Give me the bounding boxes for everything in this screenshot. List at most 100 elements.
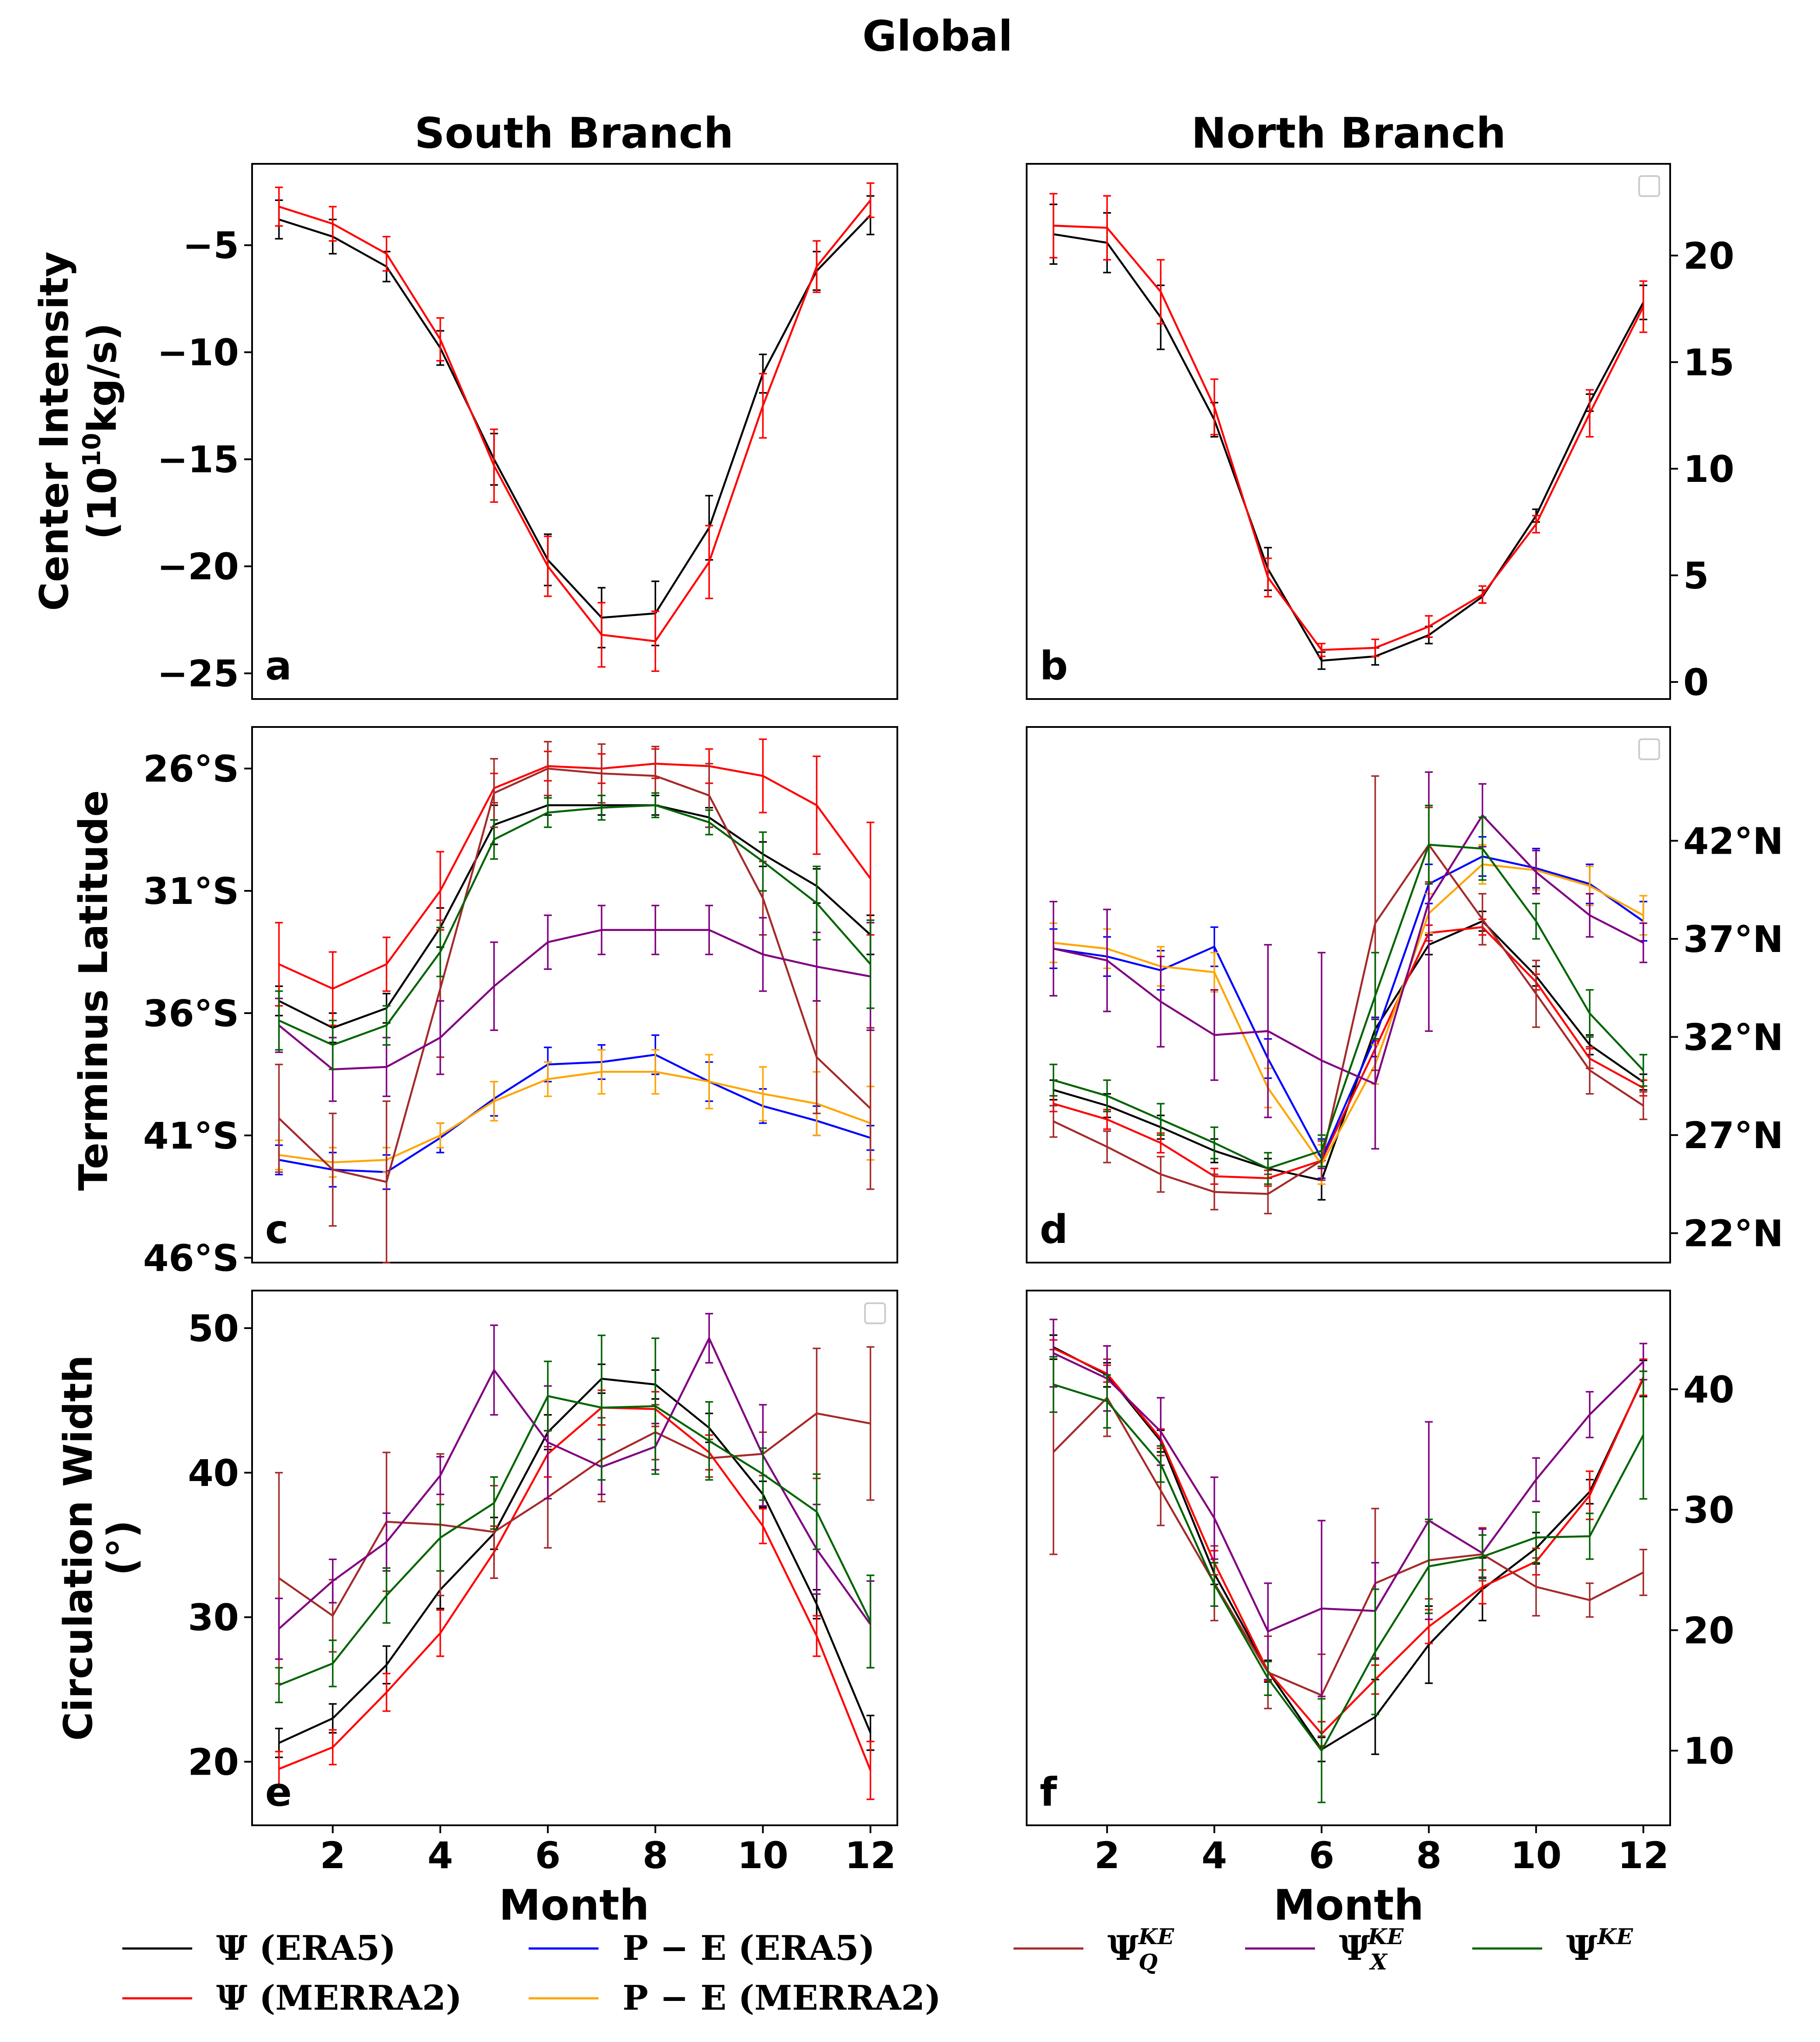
series-line-psi_era5 — [278, 215, 872, 619]
series-psi_ke — [1049, 804, 1647, 1185]
panel-letter-f: f — [1040, 1769, 1057, 1815]
series-psi_era5 — [1049, 203, 1647, 670]
series-line-psi_merra2 — [278, 762, 872, 990]
y-tick-label: 10 — [1683, 448, 1734, 491]
panel-f: 10 20 30 40 2 4 6 8 10 12 f — [1026, 1290, 1734, 1877]
series-line-psi_merra2 — [1053, 225, 1644, 651]
legend: Ψ (ERA5) Ψ (MERRA2) P − E (ERA5) P − E (MER… — [122, 1924, 1633, 2018]
series-line-psi_q — [1053, 843, 1644, 1195]
series-psi_q — [275, 741, 875, 1263]
panel-d: 22°N 27°N 32°N 37°N 42°N d — [1026, 726, 1783, 1263]
series-pe_merra2 — [275, 1049, 875, 1178]
panels: −5 −10 −15 −20 −25 a 0 5 10 15 20 b 26°S 31°S 36°S 41°S… — [143, 163, 1783, 1877]
row-label-width-units: (°) — [99, 1520, 145, 1575]
x-tick-label: 6 — [1309, 1834, 1334, 1877]
series-line-pe_era5 — [1053, 855, 1644, 1161]
legend-subscript: Q — [1138, 1949, 1158, 1975]
legend-superscript: KE — [1367, 1924, 1404, 1949]
y-tick-label: 50 — [188, 1307, 239, 1350]
legend-label: ΨKE — [1566, 1924, 1633, 1968]
series-psi_q — [1049, 1349, 1647, 1737]
series-line-psi_era5 — [1053, 1346, 1644, 1751]
row-label-width: Circulation Width — [55, 1355, 101, 1741]
series-line-psi_x — [278, 1336, 872, 1630]
y-tick-label: 36°S — [143, 992, 239, 1035]
series-psi_x — [275, 904, 875, 1102]
y-tick-label: −15 — [157, 438, 239, 481]
series-psi_q — [275, 1346, 875, 1685]
column-title-south: South Branch — [415, 109, 734, 158]
panel-letter-e: e — [265, 1769, 292, 1815]
legend-label: P − E (MERRA2) — [623, 1978, 941, 2018]
legend-superscript: KE — [1596, 1924, 1633, 1949]
panel-b: 0 5 10 15 20 b — [1026, 163, 1734, 704]
series-line-psi_q — [278, 1412, 871, 1617]
panel-a: −5 −10 −15 −20 −25 a — [157, 163, 898, 700]
legend-label: ΨXKE — [1339, 1924, 1404, 1975]
y-tick-label: 20 — [1683, 1609, 1734, 1652]
series-psi_merra2 — [275, 738, 875, 1026]
panel-e-frame — [251, 1290, 898, 1826]
x-axis-label-south: Month — [499, 1881, 649, 1930]
legend-label: Ψ (ERA5) — [216, 1928, 396, 1968]
row-label-intensity: Center Intensity — [31, 252, 77, 611]
y-tick-label: −25 — [157, 652, 239, 695]
series-line-psi_x — [1053, 1352, 1644, 1633]
series-line-psi_ke — [1053, 1383, 1644, 1753]
row-label-intensity-units-suffix: kg/s) — [80, 323, 125, 433]
series-psi_ke — [275, 1334, 875, 1703]
y-tick-label: 0 — [1683, 661, 1709, 704]
y-tick-label: 40 — [1683, 1368, 1734, 1411]
legend-item-pe_era5: P − E (ERA5) — [529, 1928, 875, 1968]
x-axis-label-north: Month — [1273, 1881, 1424, 1930]
series-line-psi_ke — [1053, 844, 1644, 1170]
series-psi_era5 — [1049, 1334, 1647, 1762]
legend-superscript: KE — [1138, 1924, 1174, 1949]
figure-title: Global — [862, 12, 1013, 61]
y-tick-label: 30 — [1683, 1489, 1734, 1532]
y-tick-label: 42°N — [1683, 820, 1783, 862]
series-psi_merra2 — [275, 182, 875, 672]
legend-item-psi_x: ΨXKE — [1245, 1924, 1404, 1975]
panel-letter-c: c — [265, 1207, 288, 1253]
series-line-psi_era5 — [278, 1377, 872, 1744]
series-line-psi_q — [278, 767, 872, 1183]
series-psi_era5 — [275, 195, 875, 649]
series-psi_merra2 — [1049, 1339, 1647, 1747]
legend-symbol: Ψ — [1566, 1928, 1597, 1968]
series-pe_era5 — [275, 1034, 875, 1190]
panel-letter-d: d — [1040, 1207, 1068, 1253]
y-tick-label: 37°N — [1683, 918, 1783, 961]
row-label-intensity-units-prefix: (10 — [80, 467, 125, 540]
x-tick-label: 4 — [428, 1834, 453, 1877]
y-tick-label: 26°S — [143, 748, 239, 790]
x-tick-label: 10 — [1511, 1834, 1562, 1877]
y-tick-label: 32°N — [1683, 1016, 1783, 1059]
y-tick-label: 15 — [1683, 341, 1734, 384]
panel-a-frame — [251, 163, 898, 700]
panel-c-frame — [251, 726, 898, 1263]
y-tick-label: 5 — [1683, 554, 1709, 597]
panel-d-frame — [1026, 726, 1671, 1263]
y-tick-label: −5 — [183, 224, 239, 267]
y-tick-label: −20 — [157, 545, 239, 588]
y-tick-label: 46°S — [143, 1237, 239, 1280]
panel-e: 20 30 40 50 2 4 6 8 10 12 e — [188, 1290, 898, 1877]
y-tick-label: 22°N — [1683, 1212, 1783, 1255]
y-tick-label: 10 — [1683, 1730, 1734, 1772]
row-label-terminus: Terminus Latitude — [71, 790, 117, 1191]
series-psi_ke — [275, 792, 875, 1070]
x-tick-label: 4 — [1201, 1834, 1227, 1877]
row-label-intensity-line1: Center Intensity — [31, 252, 77, 611]
series-line-psi_q — [1052, 1396, 1644, 1697]
y-tick-label: 41°S — [143, 1114, 239, 1157]
series-line-psi_era5 — [278, 804, 872, 1029]
column-title-north: North Branch — [1191, 109, 1506, 158]
series-line-psi_x — [278, 929, 871, 1070]
series-psi_era5 — [1049, 910, 1647, 1201]
panel-f-frame — [1026, 1290, 1671, 1826]
y-tick-label: −10 — [157, 331, 239, 374]
series-line-psi_merra2 — [278, 199, 872, 643]
panel-letter-a: a — [265, 643, 292, 689]
